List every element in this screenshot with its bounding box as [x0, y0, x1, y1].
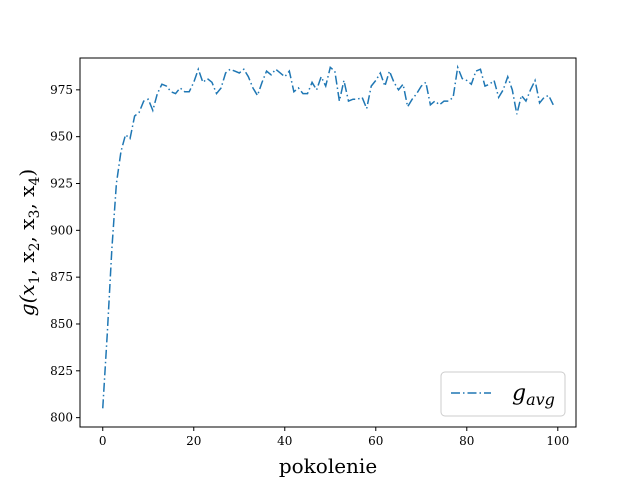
y-tick-label: 825 — [50, 364, 73, 378]
y-label-sub4: 4 — [27, 177, 43, 186]
y-tick-label: 975 — [50, 83, 73, 97]
y-tick-label: 950 — [50, 130, 73, 144]
y-tick-label: 875 — [50, 270, 73, 284]
y-label-sep2: , x — [15, 218, 39, 243]
plot-area: 0 20 40 60 80 100 800 825 850 875 900 925 950 975 — [50, 57, 577, 448]
y-label-sub2: 2 — [27, 242, 43, 251]
y-label-close: ) — [15, 169, 39, 177]
legend-label-sub: avg — [526, 390, 555, 409]
x-tick-label: 40 — [277, 434, 292, 448]
legend: gavg — [440, 371, 566, 417]
series-line-g-avg — [102, 64, 554, 409]
y-tick-label: 925 — [50, 176, 73, 190]
x-tick-label: 100 — [546, 434, 569, 448]
legend-label-base: g — [512, 381, 526, 406]
y-axis-label: g(x1, x2, x3, x4) — [15, 169, 43, 316]
y-label-sep3: , x — [15, 185, 39, 210]
x-tick-label: 60 — [368, 434, 383, 448]
y-label-sub3: 3 — [27, 210, 43, 219]
y-tick-label: 850 — [50, 317, 73, 331]
x-axis-ticks: 0 20 40 60 80 100 — [99, 427, 569, 448]
y-label-base: g(x — [15, 284, 39, 316]
y-tick-label: 900 — [50, 223, 73, 237]
legend-label-g-avg: gavg — [512, 381, 555, 409]
x-tick-label: 80 — [459, 434, 474, 448]
y-axis-ticks: 800 825 850 875 900 925 950 975 — [50, 83, 80, 425]
y-tick-label: 800 — [50, 411, 73, 425]
y-label-sep1: , x — [15, 251, 39, 276]
x-tick-label: 0 — [99, 434, 107, 448]
plot-frame — [79, 57, 577, 428]
y-label-sub1: 1 — [27, 275, 43, 284]
x-tick-label: 20 — [186, 434, 201, 448]
legend-box — [440, 371, 566, 417]
x-axis-label: pokolenie — [279, 454, 377, 478]
